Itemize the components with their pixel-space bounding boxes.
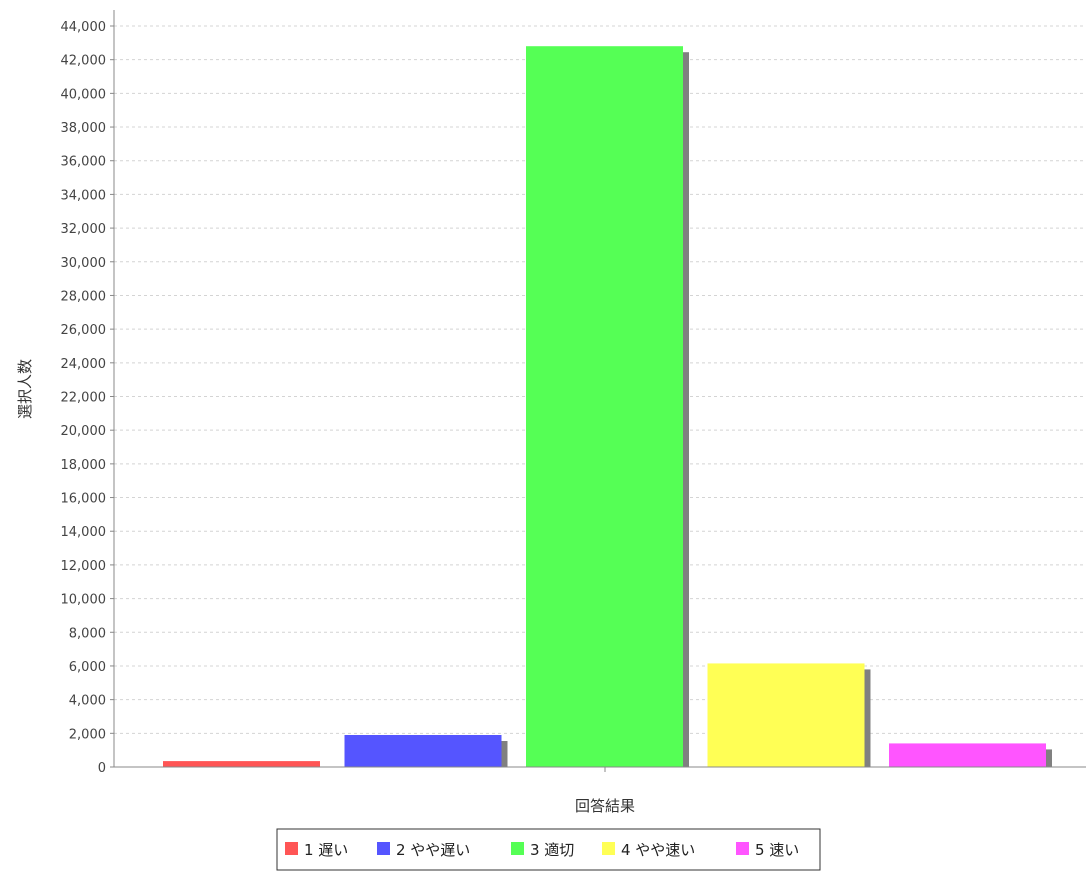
y-tick-label: 6,000	[69, 660, 106, 675]
bar	[707, 663, 865, 767]
legend-label: 1 遅い	[304, 841, 348, 859]
y-tick-label: 4,000	[69, 694, 106, 709]
bar	[889, 743, 1046, 767]
axes	[113, 10, 1086, 772]
y-tick-label: 38,000	[61, 121, 107, 136]
y-tick-label: 40,000	[61, 87, 107, 102]
x-axis-title: 回答結果	[575, 797, 635, 815]
y-tick-label: 10,000	[61, 593, 107, 608]
bar	[526, 46, 683, 767]
y-tick-label: 32,000	[61, 222, 107, 237]
y-tick-label: 0	[98, 761, 106, 776]
legend-label: 3 適切	[530, 841, 574, 859]
legend-label: 4 やや速い	[621, 841, 695, 859]
bars	[163, 46, 1052, 767]
legend-swatch	[511, 842, 524, 855]
y-tick-label: 18,000	[61, 458, 107, 473]
y-tick-label: 20,000	[61, 424, 107, 439]
y-tick-label: 28,000	[61, 289, 107, 304]
y-tick-label: 44,000	[61, 20, 107, 35]
legend-swatch	[285, 842, 298, 855]
bar	[163, 761, 320, 767]
y-axis-title: 選択人数	[16, 359, 34, 419]
y-tick-label: 8,000	[69, 626, 106, 641]
y-tick-label: 36,000	[61, 155, 107, 170]
legend-items: 1 遅い 2 やや遅い 3 適切 4 やや速い 5 速い	[285, 841, 799, 859]
y-tick-label: 42,000	[61, 54, 107, 69]
y-axis-ticks: 0 2,000 4,000 6,000 8,000 10,000 12,000 14,000 1…	[61, 20, 114, 776]
legend-label: 5 速い	[755, 841, 799, 859]
y-tick-label: 34,000	[61, 188, 107, 203]
legend-label: 2 やや遅い	[396, 841, 470, 859]
y-tick-label: 22,000	[61, 391, 107, 406]
legend-swatch	[602, 842, 615, 855]
legend-swatch	[736, 842, 749, 855]
y-tick-label: 30,000	[61, 256, 107, 271]
y-tick-label: 24,000	[61, 357, 107, 372]
y-tick-label: 2,000	[69, 727, 106, 742]
y-tick-label: 12,000	[61, 559, 107, 574]
legend-swatch	[377, 842, 390, 855]
y-tick-label: 14,000	[61, 525, 107, 540]
legend-frame	[276, 828, 821, 871]
y-tick-label: 16,000	[61, 492, 107, 507]
bar	[344, 735, 502, 767]
legend: 1 遅い 2 やや遅い 3 適切 4 やや速い 5 速い	[276, 828, 821, 871]
y-tick-label: 26,000	[61, 323, 107, 338]
